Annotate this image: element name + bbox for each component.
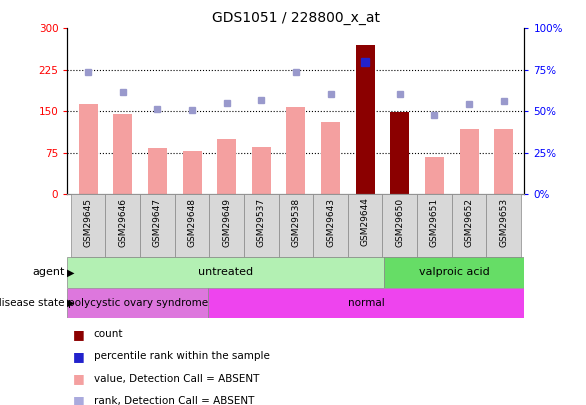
Bar (425, 157, 444, 194)
Text: ■: ■ (73, 350, 85, 363)
Text: ■: ■ (73, 372, 85, 385)
Text: GSM29537: GSM29537 (257, 198, 266, 247)
Bar (79, 104, 98, 194)
Bar (217, 139, 236, 194)
Bar (208, 288, 524, 318)
Bar (314, 194, 348, 257)
Bar (105, 194, 140, 257)
Text: GSM29652: GSM29652 (465, 198, 473, 247)
Bar (356, 45, 374, 194)
Bar (244, 194, 278, 257)
Bar (140, 194, 175, 257)
Text: GSM29538: GSM29538 (291, 198, 301, 247)
Text: polycystic ovary syndrome: polycystic ovary syndrome (67, 298, 208, 308)
Bar (452, 194, 486, 257)
Bar (321, 122, 340, 194)
Text: agent: agent (32, 267, 64, 277)
Text: GSM29646: GSM29646 (118, 198, 127, 247)
Bar (209, 194, 244, 257)
Text: disease state: disease state (0, 298, 64, 308)
Text: ■: ■ (73, 394, 85, 405)
Text: value, Detection Call = ABSENT: value, Detection Call = ABSENT (94, 374, 259, 384)
Title: GDS1051 / 228800_x_at: GDS1051 / 228800_x_at (212, 11, 380, 25)
Bar (383, 194, 417, 257)
Bar (252, 147, 271, 194)
Text: GSM29647: GSM29647 (153, 198, 162, 247)
Text: GSM29651: GSM29651 (430, 198, 439, 247)
Bar (182, 151, 202, 194)
Text: GSM29643: GSM29643 (326, 198, 335, 247)
Text: ▶: ▶ (67, 267, 74, 277)
Text: GSM29653: GSM29653 (499, 198, 508, 247)
Bar (459, 129, 479, 194)
Bar (175, 194, 209, 257)
Text: GSM29644: GSM29644 (361, 198, 370, 246)
Bar (71, 194, 105, 257)
Text: rank, Detection Call = ABSENT: rank, Detection Call = ABSENT (94, 396, 254, 405)
Text: GSM29648: GSM29648 (188, 198, 196, 247)
Text: ■: ■ (73, 328, 85, 341)
Bar (278, 194, 314, 257)
Bar (348, 194, 383, 257)
Bar (67, 257, 384, 288)
Text: percentile rank within the sample: percentile rank within the sample (94, 352, 270, 361)
Text: normal: normal (348, 298, 384, 308)
Bar (67, 288, 208, 318)
Bar (384, 257, 524, 288)
Text: GSM29649: GSM29649 (222, 198, 231, 247)
Text: untreated: untreated (198, 267, 253, 277)
Bar (287, 107, 305, 194)
Bar (390, 113, 410, 194)
Bar (113, 114, 132, 194)
Text: GSM29645: GSM29645 (84, 198, 93, 247)
Bar (148, 149, 167, 194)
Text: GSM29650: GSM29650 (396, 198, 404, 247)
Text: ▶: ▶ (67, 298, 74, 308)
Bar (417, 194, 452, 257)
Bar (486, 194, 521, 257)
Text: count: count (94, 329, 123, 339)
Bar (494, 129, 513, 194)
Text: valproic acid: valproic acid (419, 267, 489, 277)
